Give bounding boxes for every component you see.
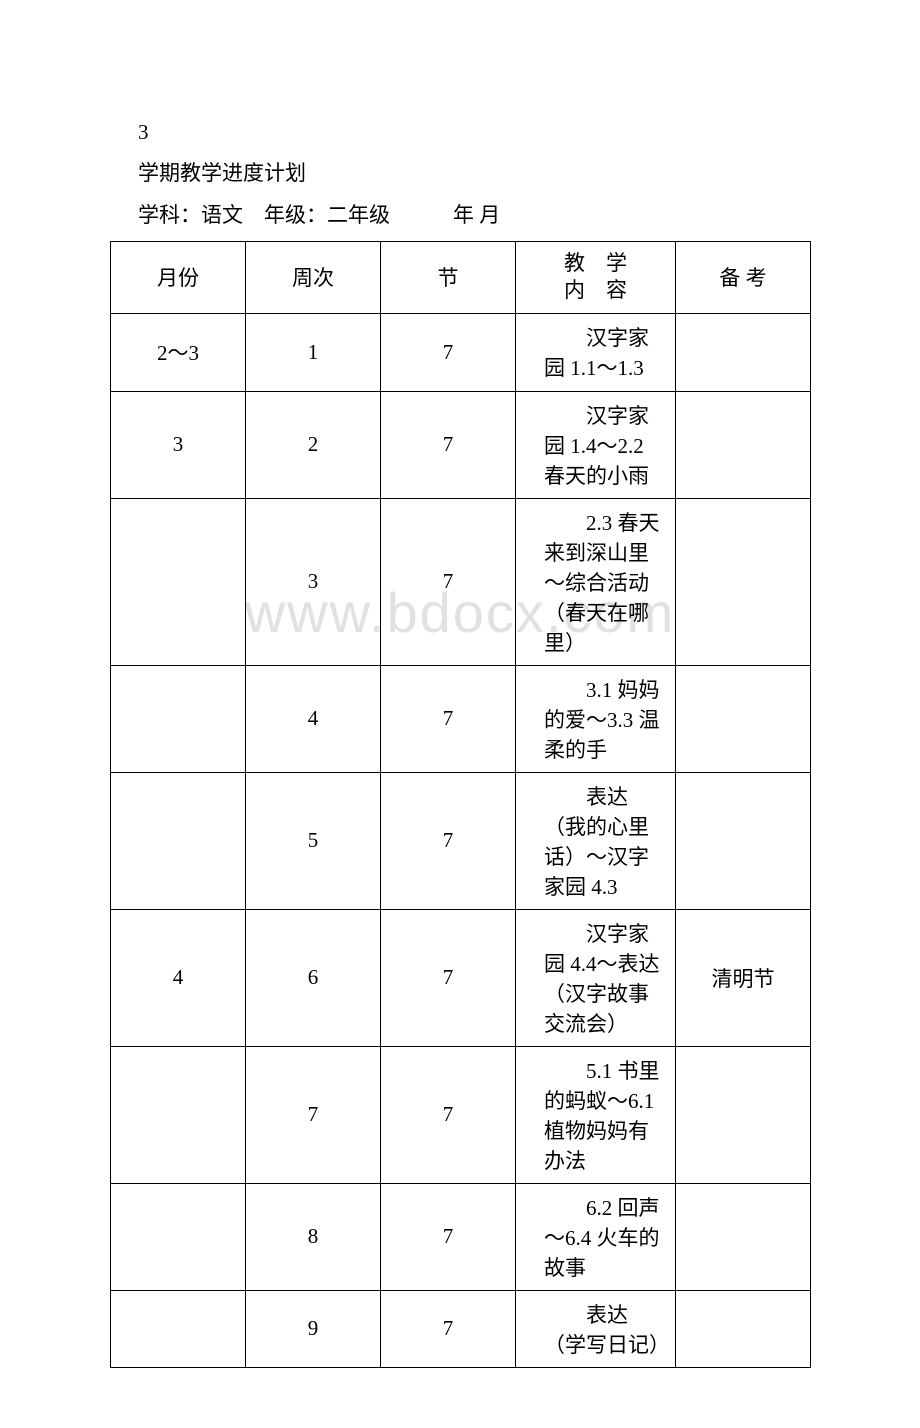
col-header-content-l1: 教 学 [520,250,671,277]
cell-month [111,665,246,772]
schedule-table: 月份 周次 节 教 学 内 容 备 考 2～3 1 7 汉字家园 1.1～1.3 [110,241,811,1368]
col-header-section: 节 [381,242,516,314]
document-content: 3 学期教学进度计划 学科：语文 年级：二年级 年 月 月份 周次 节 教 学 … [110,120,810,1368]
cell-section: 7 [381,1046,516,1183]
table-header-row: 月份 周次 节 教 学 内 容 备 考 [111,242,811,314]
cell-content: 3.1 妈妈的爱～3.3 温柔的手 [516,665,676,772]
cell-week: 6 [246,909,381,1046]
col-header-week: 周次 [246,242,381,314]
col-header-note: 备 考 [676,242,811,314]
table-row: 3 7 2.3 春天来到深山里～综合活动（春天在哪里） [111,498,811,665]
page-number: 3 [110,120,810,145]
cell-month [111,772,246,909]
cell-week: 5 [246,772,381,909]
cell-section: 7 [381,498,516,665]
table-row: 2～3 1 7 汉字家园 1.1～1.3 [111,313,811,391]
cell-week: 7 [246,1046,381,1183]
document-subtitle: 学科：语文 年级：二年级 年 月 [110,199,810,229]
col-header-content: 教 学 内 容 [516,242,676,314]
cell-section: 7 [381,772,516,909]
cell-content: 6.2 回声～6.4 火车的故事 [516,1183,676,1290]
cell-section: 7 [381,665,516,772]
cell-note [676,391,811,498]
cell-note [676,665,811,772]
cell-section: 7 [381,909,516,1046]
cell-content: 汉字家园 1.4～2.2 春天的小雨 [516,391,676,498]
cell-week: 2 [246,391,381,498]
col-header-content-l2: 内 容 [520,277,671,304]
cell-content: 2.3 春天来到深山里～综合活动（春天在哪里） [516,498,676,665]
table-row: 8 7 6.2 回声～6.4 火车的故事 [111,1183,811,1290]
cell-month [111,498,246,665]
cell-content: 汉字家园 4.4～表达（汉字故事交流会） [516,909,676,1046]
table-row: 5 7 表达（我的心里话）～汉字家园 4.3 [111,772,811,909]
cell-section: 7 [381,313,516,391]
cell-month: 2～3 [111,313,246,391]
table-row: 3 2 7 汉字家园 1.4～2.2 春天的小雨 [111,391,811,498]
cell-section: 7 [381,1183,516,1290]
cell-content: 表达（我的心里话）～汉字家园 4.3 [516,772,676,909]
cell-month [111,1183,246,1290]
cell-week: 3 [246,498,381,665]
cell-week: 1 [246,313,381,391]
cell-note [676,772,811,909]
cell-content: 汉字家园 1.1～1.3 [516,313,676,391]
cell-note [676,313,811,391]
document-title: 学期教学进度计划 [110,157,810,187]
cell-content: 5.1 书里的蚂蚁～6.1 植物妈妈有办法 [516,1046,676,1183]
cell-note: 清明节 [676,909,811,1046]
table-row: 7 7 5.1 书里的蚂蚁～6.1 植物妈妈有办法 [111,1046,811,1183]
cell-section: 7 [381,391,516,498]
cell-week: 8 [246,1183,381,1290]
cell-note [676,1183,811,1290]
cell-month [111,1046,246,1183]
col-header-month: 月份 [111,242,246,314]
cell-month: 3 [111,391,246,498]
cell-note [676,498,811,665]
table-row: 4 7 3.1 妈妈的爱～3.3 温柔的手 [111,665,811,772]
cell-note [676,1046,811,1183]
table-row: 4 6 7 汉字家园 4.4～表达（汉字故事交流会） 清明节 [111,909,811,1046]
cell-month: 4 [111,909,246,1046]
cell-week: 4 [246,665,381,772]
